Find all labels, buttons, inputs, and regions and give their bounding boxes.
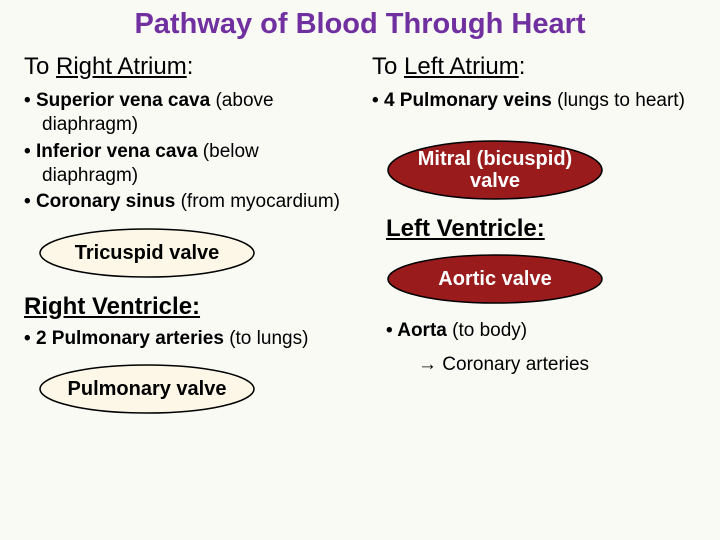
heading-label: Right Atrium [56, 53, 187, 80]
valve-label: Mitral (bicuspid) valve [386, 139, 604, 201]
right-ventricle-heading: Right Ventricle: [24, 293, 348, 321]
heading-prefix: To [24, 53, 56, 80]
bullet-rest: (lungs to heart) [552, 90, 685, 111]
bullet-rest: (from myocardium) [175, 191, 340, 212]
right-atrium-bullets: Superior vena cava (above diaphragm) Inf… [24, 89, 348, 215]
valve-label: Aortic valve [386, 253, 604, 305]
bullet-bold: Superior vena cava [36, 90, 210, 111]
right-atrium-heading: To Right Atrium: [24, 53, 348, 81]
list-item: Superior vena cava (above diaphragm) [24, 89, 348, 138]
list-item: Inferior vena cava (below diaphragm) [24, 140, 348, 189]
pulmonary-valve-shape: Pulmonary valve [38, 363, 256, 415]
right-ventricle-bullets: 2 Pulmonary arteries (to lungs) [24, 327, 348, 351]
tricuspid-valve-shape: Tricuspid valve [38, 227, 256, 279]
bullet-rest: (to lungs) [224, 328, 308, 349]
bullet-rest: (to body) [447, 320, 527, 341]
bullet-bold: Aorta [397, 320, 447, 341]
arrow-icon: → [418, 354, 442, 375]
heading-label: Left Atrium [404, 53, 519, 80]
coronary-subline: → Coronary arteries [372, 354, 696, 376]
bullet-bold: 2 Pulmonary arteries [36, 328, 224, 349]
page-title: Pathway of Blood Through Heart [24, 8, 696, 41]
left-column: To Right Atrium: Superior vena cava (abo… [24, 53, 348, 429]
valve-label: Pulmonary valve [38, 363, 256, 415]
list-item: 4 Pulmonary veins (lungs to heart) [372, 89, 696, 113]
heading-prefix: To [372, 53, 404, 80]
list-item: Coronary sinus (from myocardium) [24, 190, 348, 214]
valve-label: Tricuspid valve [38, 227, 256, 279]
list-item: Aorta (to body) [386, 319, 696, 343]
left-ventricle-bullets: Aorta (to body) [386, 319, 696, 343]
left-atrium-bullets: 4 Pulmonary veins (lungs to heart) [372, 89, 696, 113]
mitral-valve-shape: Mitral (bicuspid) valve [386, 139, 604, 201]
heading-suffix: : [187, 53, 194, 80]
left-atrium-heading: To Left Atrium: [372, 53, 696, 81]
bullet-bold: Inferior vena cava [36, 141, 198, 162]
left-ventricle-heading: Left Ventricle: [386, 215, 696, 243]
aortic-valve-shape: Aortic valve [386, 253, 604, 305]
list-item: 2 Pulmonary arteries (to lungs) [24, 327, 348, 351]
content-columns: To Right Atrium: Superior vena cava (abo… [24, 53, 696, 429]
subline-text: Coronary arteries [442, 354, 589, 375]
right-column: To Left Atrium: 4 Pulmonary veins (lungs… [372, 53, 696, 429]
heading-suffix: : [519, 53, 526, 80]
bullet-bold: 4 Pulmonary veins [384, 90, 552, 111]
bullet-bold: Coronary sinus [36, 191, 175, 212]
